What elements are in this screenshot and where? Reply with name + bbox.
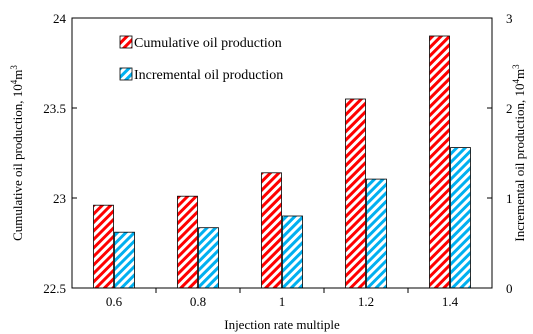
right-tick-label: 3 (506, 11, 513, 26)
legend-swatch-cumulative (119, 35, 133, 49)
left-y-axis-title: Cumulative oil production, 104m3 (9, 65, 25, 241)
bar-cumulative-3 (261, 172, 282, 289)
left-tick-label: 23.5 (43, 101, 66, 116)
legend: Cumulative oil production Incremental oi… (119, 35, 283, 83)
x-tick-label: 1 (279, 294, 286, 309)
x-tick-label: 0.6 (106, 294, 123, 309)
left-tick-label: 22.5 (43, 281, 66, 296)
x-tick-label: 1.4 (442, 294, 459, 309)
bar-cumulative-5 (429, 35, 450, 289)
x-axis-title: Injection rate multiple (224, 317, 340, 332)
legend-item-cumulative: Cumulative oil production (119, 35, 282, 51)
x-tick-label: 0.8 (190, 294, 206, 309)
right-tick-label: 0 (506, 281, 513, 296)
x-tick-label: 1.2 (358, 294, 374, 309)
left-tick-label: 23 (53, 191, 66, 206)
left-tick-label: 24 (53, 11, 67, 26)
bar-incremental-5 (450, 147, 471, 289)
legend-swatch-incremental (119, 67, 133, 81)
right-tick-label: 1 (506, 191, 513, 206)
right-y-axis-title: Incremental oil production, 104m3 (511, 64, 527, 242)
bar-group (93, 35, 471, 289)
legend-label-cumulative: Cumulative oil production (134, 36, 282, 51)
left-axis-ticks: 22.5 23 23.5 24 (43, 11, 77, 296)
right-tick-label: 2 (506, 101, 513, 116)
bar-incremental-1 (114, 231, 135, 289)
legend-label-incremental: Incremental oil production (134, 68, 283, 83)
bar-incremental-2 (198, 227, 219, 289)
bar-cumulative-2 (177, 195, 198, 289)
right-axis-ticks: 0 1 2 3 (487, 11, 513, 296)
bar-cumulative-4 (345, 98, 366, 289)
bar-cumulative-1 (93, 204, 114, 289)
bar-incremental-4 (366, 178, 387, 289)
legend-item-incremental: Incremental oil production (119, 67, 283, 83)
bar-incremental-3 (282, 215, 303, 289)
x-axis-ticks: 0.6 0.8 1 1.2 1.4 (106, 288, 459, 309)
plot-frame (71, 17, 493, 289)
